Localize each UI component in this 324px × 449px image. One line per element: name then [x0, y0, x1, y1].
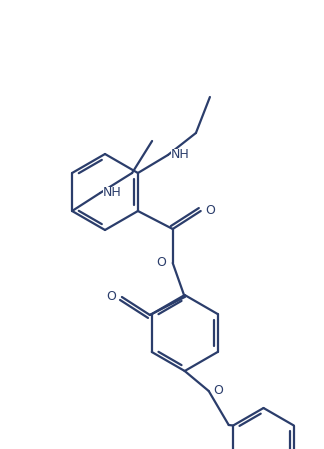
Text: O: O [106, 291, 116, 304]
Text: NH: NH [103, 186, 122, 199]
Text: O: O [156, 256, 166, 269]
Text: O: O [206, 204, 215, 217]
Text: O: O [214, 384, 224, 397]
Text: NH: NH [171, 149, 190, 162]
